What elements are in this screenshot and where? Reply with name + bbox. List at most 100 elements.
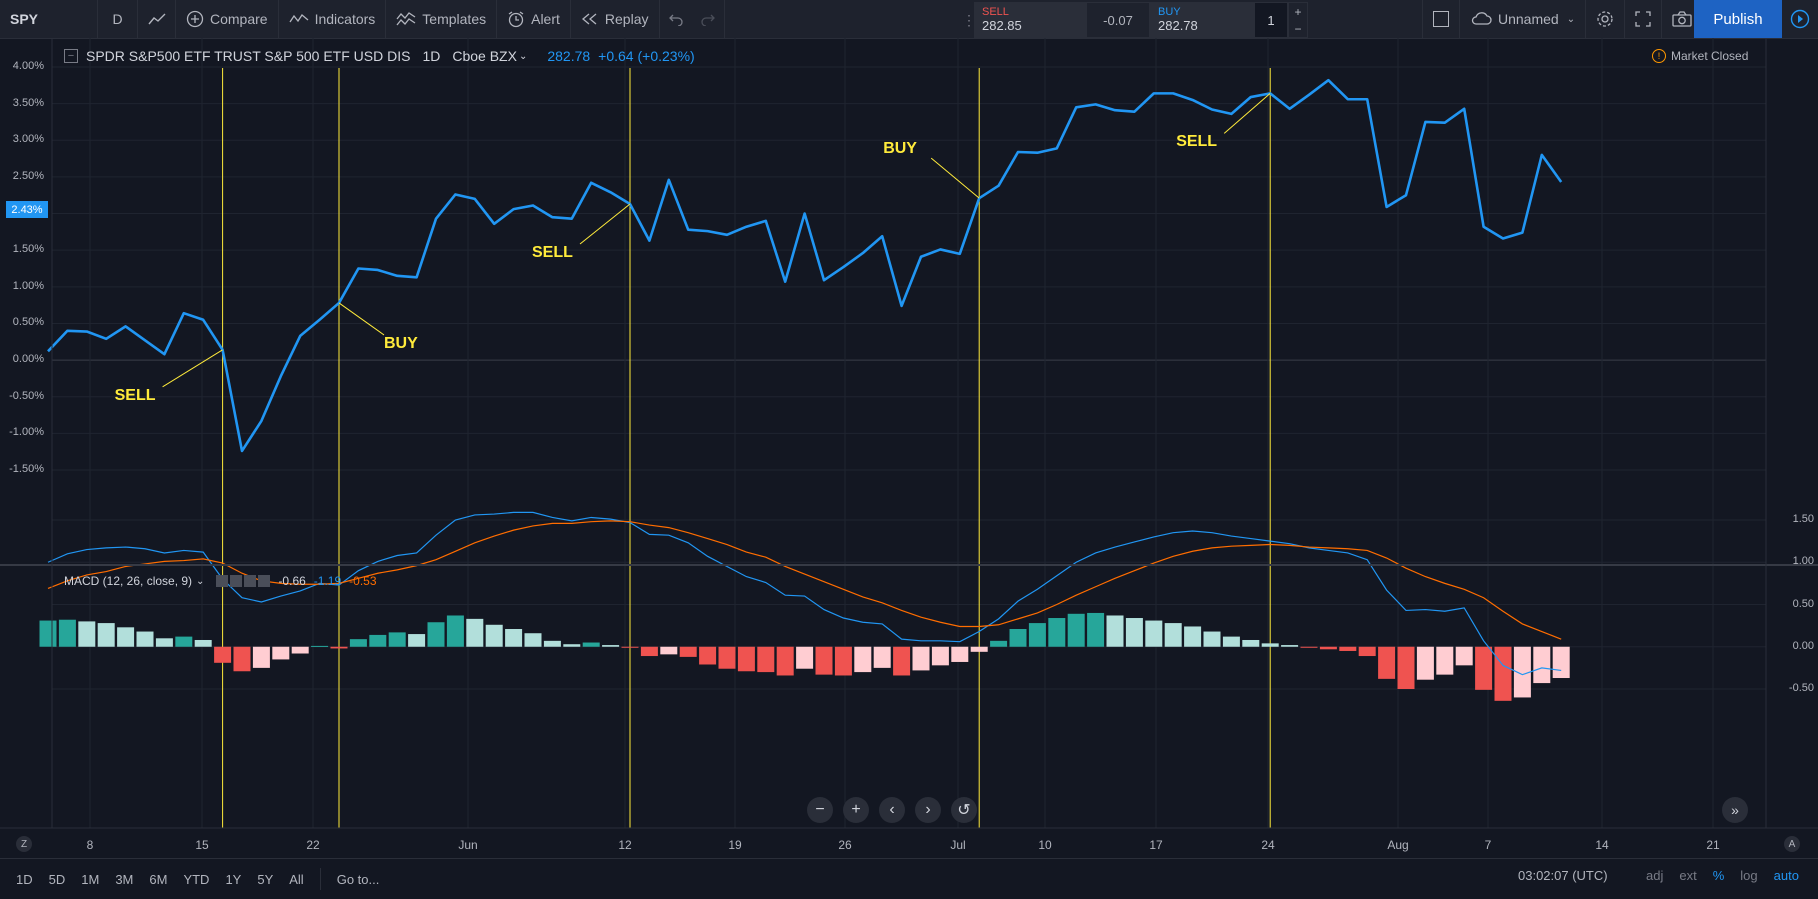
- histogram-bar: [912, 646, 930, 671]
- quantity-stepper[interactable]: + −: [1288, 2, 1308, 38]
- undo-button[interactable]: [660, 0, 692, 38]
- current-price-tag: 2.43%: [6, 201, 48, 218]
- scroll-to-realtime-icon[interactable]: »: [1722, 797, 1748, 823]
- price-axis-label: 3.00%: [12, 133, 44, 146]
- histogram-bar: [1281, 645, 1299, 647]
- histogram-bar: [214, 646, 232, 663]
- trading-panel: ⋮ SELL 282.85 -0.07 BUY 282.78 1 + −: [962, 2, 1308, 38]
- scale-option-adj[interactable]: adj: [1646, 868, 1664, 883]
- histogram-bar: [1533, 646, 1551, 684]
- signal-value: -0.53: [349, 574, 377, 588]
- histogram-bar: [1397, 646, 1415, 689]
- range-6m[interactable]: 6M: [149, 871, 168, 887]
- publish-button[interactable]: Publish: [1694, 0, 1782, 38]
- chart-type-button[interactable]: [138, 0, 176, 38]
- histogram-bar: [1358, 646, 1376, 657]
- expand-icon: [1635, 11, 1651, 27]
- macd-axis-label: 1.00: [1792, 555, 1814, 568]
- histogram-bar: [175, 636, 193, 647]
- macd-axis-label: -0.50: [1788, 682, 1814, 694]
- settings-icon[interactable]: [230, 575, 243, 587]
- scale-option-log[interactable]: log: [1740, 868, 1758, 883]
- alert-label: Alert: [531, 11, 560, 27]
- chevron-down-icon: ⌄: [518, 50, 528, 62]
- snapshot-button[interactable]: [1661, 0, 1702, 38]
- histogram-bar: [970, 646, 988, 652]
- annotation-leader: [1223, 93, 1271, 134]
- macd-legend: MACD (12, 26, close, 9) ⌄ -0.66 -1.19 -0…: [64, 574, 377, 588]
- buy-button[interactable]: BUY 282.78: [1150, 2, 1254, 38]
- histogram-bar: [621, 646, 639, 648]
- zoom-toggle-icon[interactable]: Z: [16, 836, 32, 852]
- indicators-button[interactable]: Indicators: [279, 0, 387, 38]
- clock[interactable]: 03:02:07 (UTC): [1518, 868, 1608, 883]
- annotation-label: BUY: [384, 334, 418, 352]
- drag-handle-icon[interactable]: ⋮: [962, 11, 976, 28]
- histogram-bar: [155, 638, 173, 647]
- range-1y[interactable]: 1Y: [225, 871, 242, 887]
- square-icon: [1433, 11, 1449, 27]
- price-axis-label: -0.50%: [9, 389, 44, 402]
- signal-line: [47, 520, 1562, 640]
- redo-icon: [700, 12, 716, 26]
- symbol-search[interactable]: SPY: [0, 0, 98, 38]
- interval-button[interactable]: D: [98, 0, 138, 38]
- main-legend: − SPDR S&P500 ETF TRUST S&P 500 ETF USD …: [64, 48, 695, 64]
- zoom-in-icon[interactable]: +: [843, 797, 869, 823]
- more-icon[interactable]: [244, 575, 257, 587]
- range-1d[interactable]: 1D: [16, 871, 33, 887]
- increment-icon[interactable]: +: [1294, 4, 1302, 19]
- annotation-label: SELL: [1176, 133, 1218, 151]
- scroll-right-icon[interactable]: ›: [915, 797, 941, 823]
- price-axis-label: 2.50%: [12, 169, 44, 182]
- histogram-bar: [233, 646, 251, 672]
- templates-button[interactable]: Templates: [386, 0, 498, 38]
- replay-button[interactable]: Replay: [571, 0, 660, 38]
- alert-button[interactable]: Alert: [497, 0, 571, 38]
- fullscreen-toggle-button[interactable]: [1422, 0, 1459, 38]
- histogram-bar: [291, 646, 309, 654]
- legend-change: +0.64 (+0.23%): [598, 48, 695, 64]
- range-5y[interactable]: 5Y: [257, 871, 274, 887]
- range-3m[interactable]: 3M: [115, 871, 134, 887]
- scale-option-percent[interactable]: %: [1712, 868, 1725, 883]
- close-icon[interactable]: [258, 575, 271, 587]
- histogram-bar: [1222, 636, 1240, 647]
- histogram-bar: [1125, 618, 1143, 647]
- redo-button[interactable]: [692, 0, 725, 38]
- line-chart-icon: [147, 12, 166, 26]
- histogram-bar: [1145, 620, 1163, 647]
- time-axis-label: 14: [1595, 838, 1609, 852]
- compare-button[interactable]: Compare: [176, 0, 279, 38]
- annotation-leader: [338, 302, 385, 336]
- chart-canvas[interactable]: [0, 38, 1818, 858]
- scale-option-ext[interactable]: ext: [1679, 868, 1697, 883]
- time-axis-label: 22: [306, 838, 320, 852]
- range-1m[interactable]: 1M: [81, 871, 100, 887]
- decrement-icon[interactable]: −: [1294, 21, 1302, 36]
- settings-button[interactable]: [1585, 0, 1624, 38]
- scroll-left-icon[interactable]: ‹: [879, 797, 905, 823]
- range-5d[interactable]: 5D: [48, 871, 66, 887]
- histogram-bar: [854, 646, 872, 673]
- legend-exchange[interactable]: Cboe BZX: [452, 48, 517, 64]
- collapse-icon[interactable]: −: [64, 49, 78, 63]
- stream-button[interactable]: [1782, 0, 1818, 38]
- histogram-bar: [1203, 631, 1221, 647]
- fullscreen-button[interactable]: [1624, 0, 1661, 38]
- scale-option-auto[interactable]: auto: [1773, 868, 1799, 883]
- range-ytd[interactable]: YTD: [183, 871, 210, 887]
- auto-scale-icon[interactable]: A: [1784, 836, 1800, 852]
- layout-menu[interactable]: Unnamed ⌄: [1459, 0, 1585, 38]
- goto-button[interactable]: Go to...: [336, 871, 380, 887]
- histogram-bar: [815, 646, 833, 675]
- hide-icon[interactable]: [216, 575, 229, 587]
- range-all[interactable]: All: [289, 871, 304, 887]
- layout-name: Unnamed: [1498, 11, 1559, 27]
- zoom-out-icon[interactable]: −: [807, 797, 833, 823]
- reset-icon[interactable]: ↺: [951, 797, 977, 823]
- histogram-bar: [136, 631, 154, 647]
- chevron-down-icon: ⌄: [1566, 13, 1576, 25]
- sell-button[interactable]: SELL 282.85: [974, 2, 1086, 38]
- quantity-input[interactable]: 1: [1254, 2, 1288, 38]
